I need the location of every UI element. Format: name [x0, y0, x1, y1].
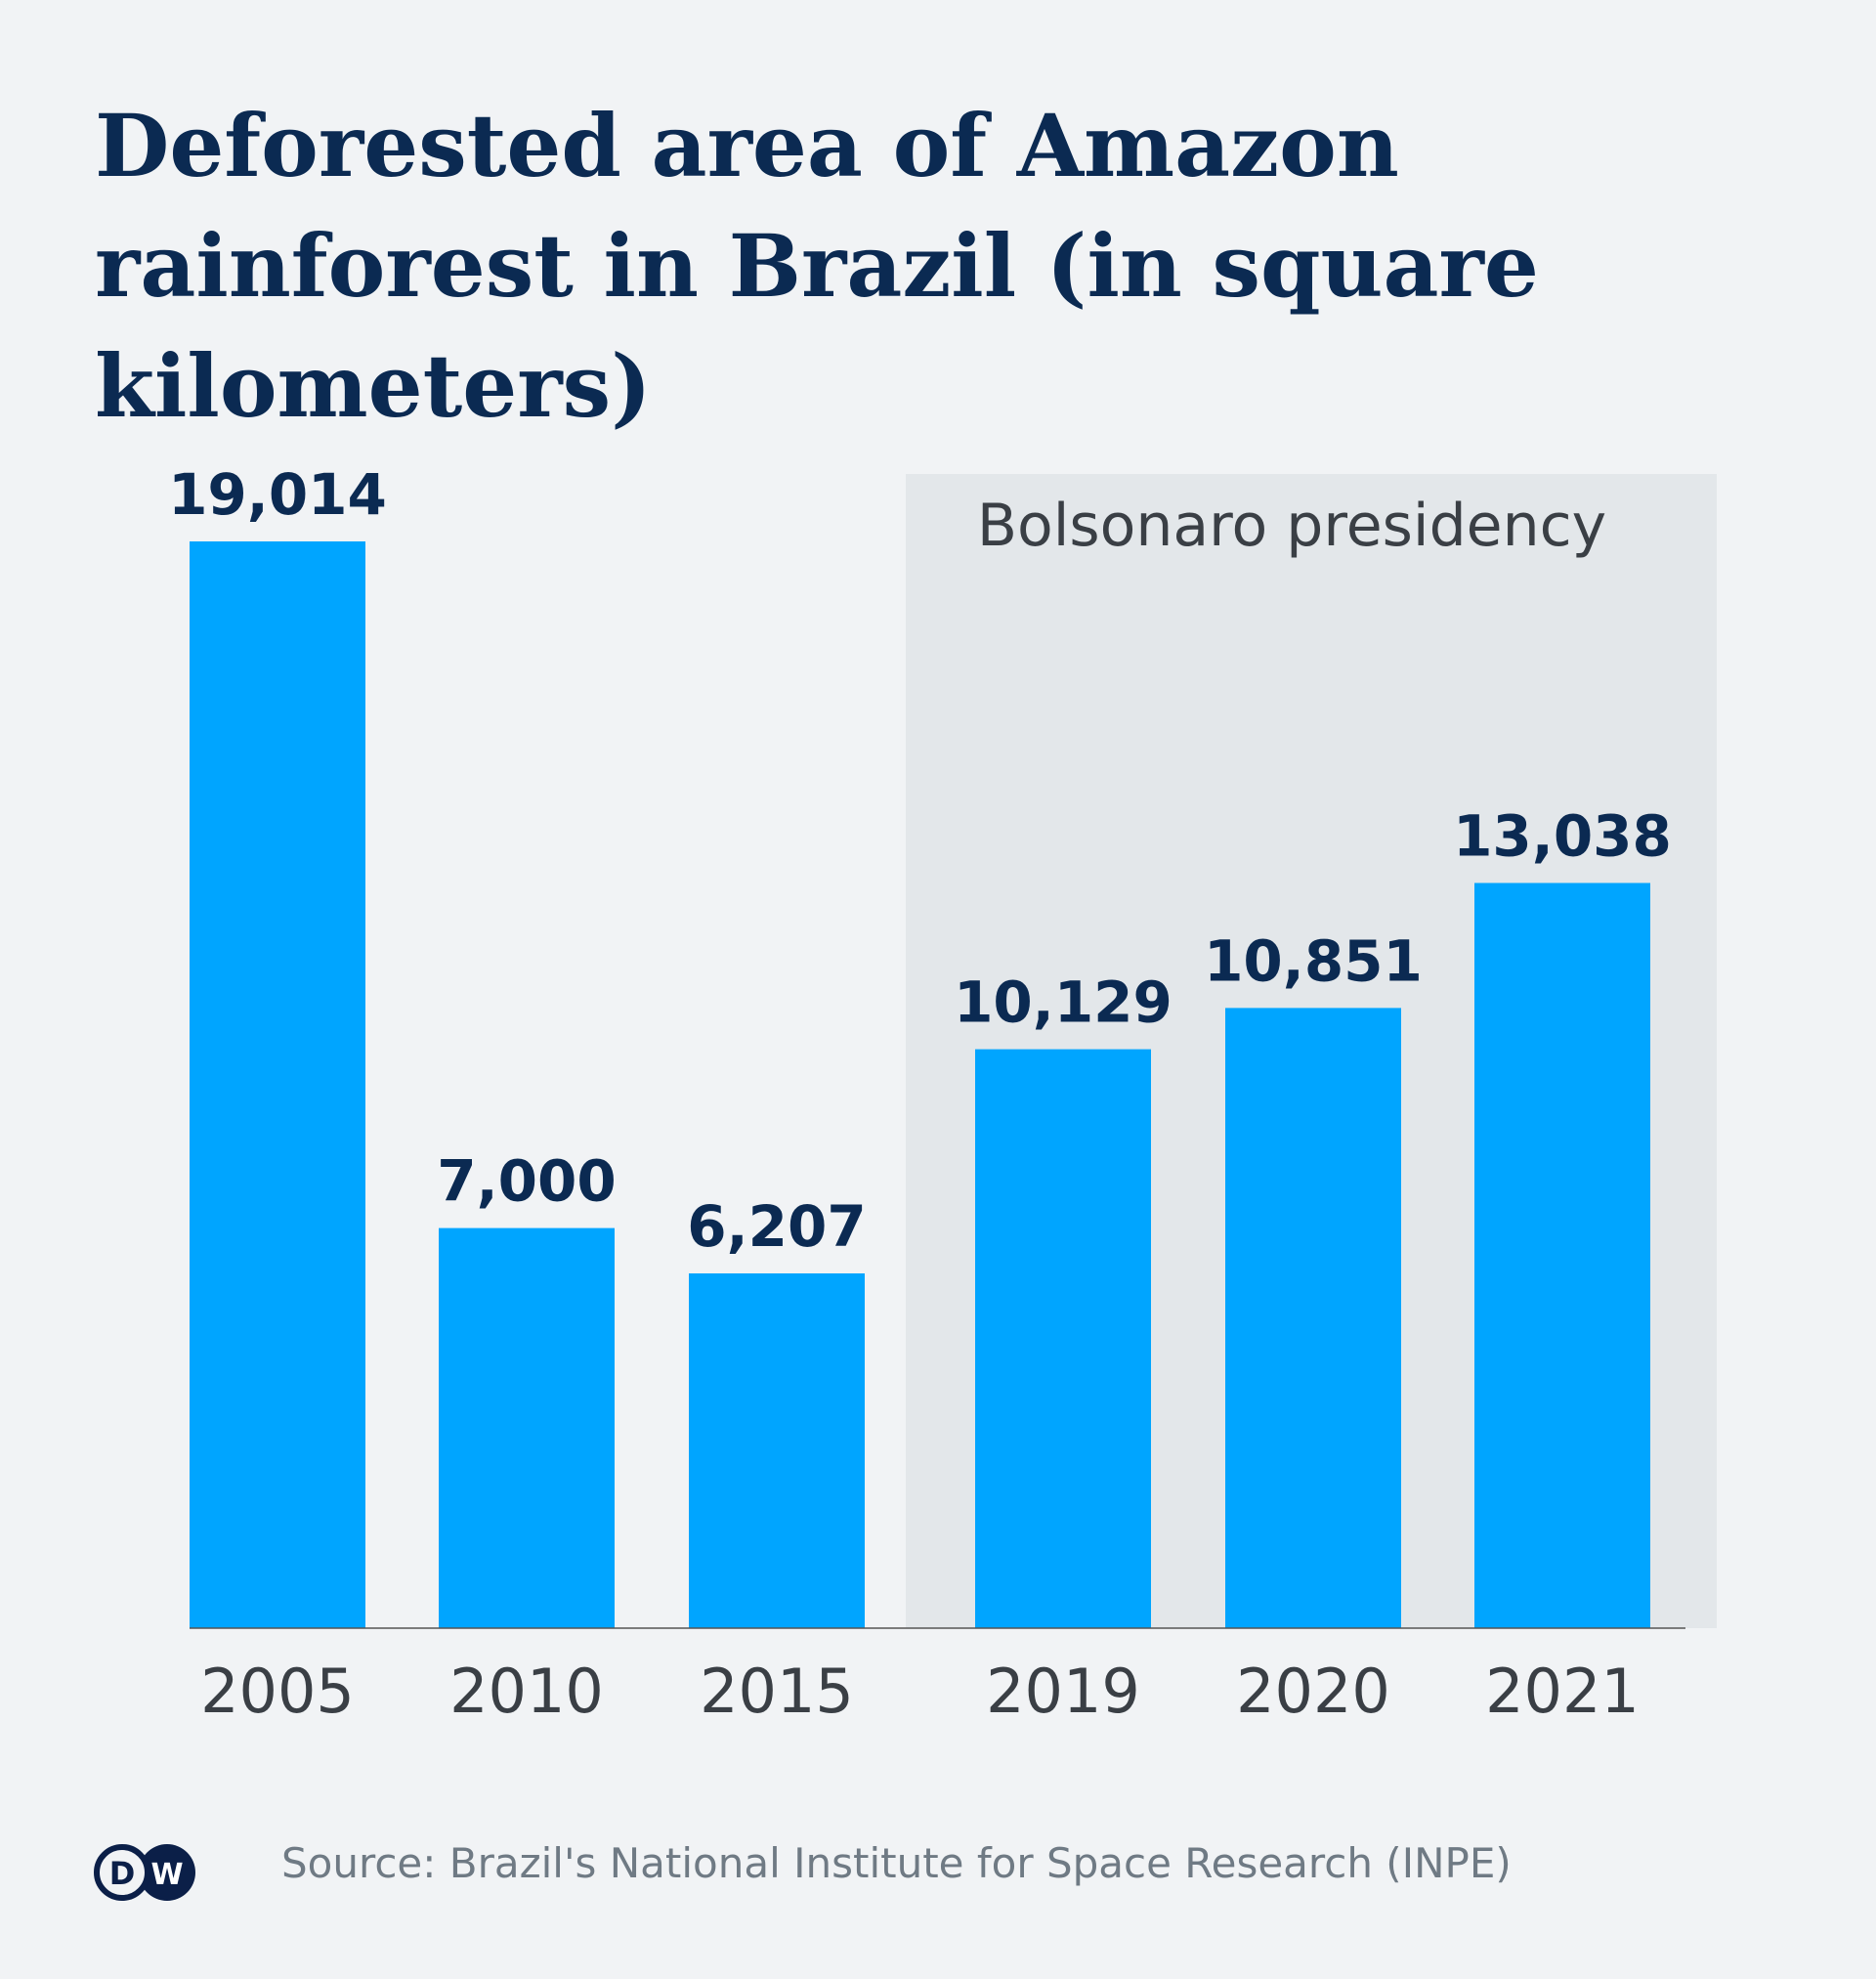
x-tick-label-2020: 2020: [1236, 1656, 1390, 1727]
value-label-2021: 13,038: [1453, 802, 1672, 869]
source-note: Source: Brazil's National Institute for …: [281, 1839, 1512, 1887]
bolsonaro-presidency-label: Bolsonaro presidency: [977, 492, 1606, 560]
bar-2010: [439, 1227, 615, 1628]
dw-logo: D W: [94, 1844, 195, 1901]
x-tick-label-2015: 2015: [700, 1656, 854, 1727]
bar-2019: [975, 1049, 1151, 1628]
x-tick-label-2021: 2021: [1485, 1656, 1640, 1727]
x-tick-label-2010: 2010: [449, 1656, 604, 1727]
x-tick-label-2005: 2005: [200, 1656, 355, 1727]
value-label-2015: 6,207: [687, 1193, 866, 1260]
bar-2005: [190, 541, 365, 1628]
bar-2021: [1474, 882, 1650, 1628]
svg-text:D: D: [109, 1855, 136, 1892]
x-tick-label-2019: 2019: [986, 1656, 1140, 1727]
svg-text:W: W: [150, 1858, 183, 1892]
bar-2020: [1225, 1008, 1401, 1628]
value-label-2020: 10,851: [1204, 927, 1423, 994]
value-label-2019: 10,129: [954, 969, 1172, 1036]
bar-2015: [689, 1272, 865, 1628]
chart-title: Deforested area of Amazon rainforest in …: [95, 95, 1539, 437]
value-label-2010: 7,000: [437, 1148, 616, 1215]
value-label-2005: 19,014: [168, 461, 387, 528]
